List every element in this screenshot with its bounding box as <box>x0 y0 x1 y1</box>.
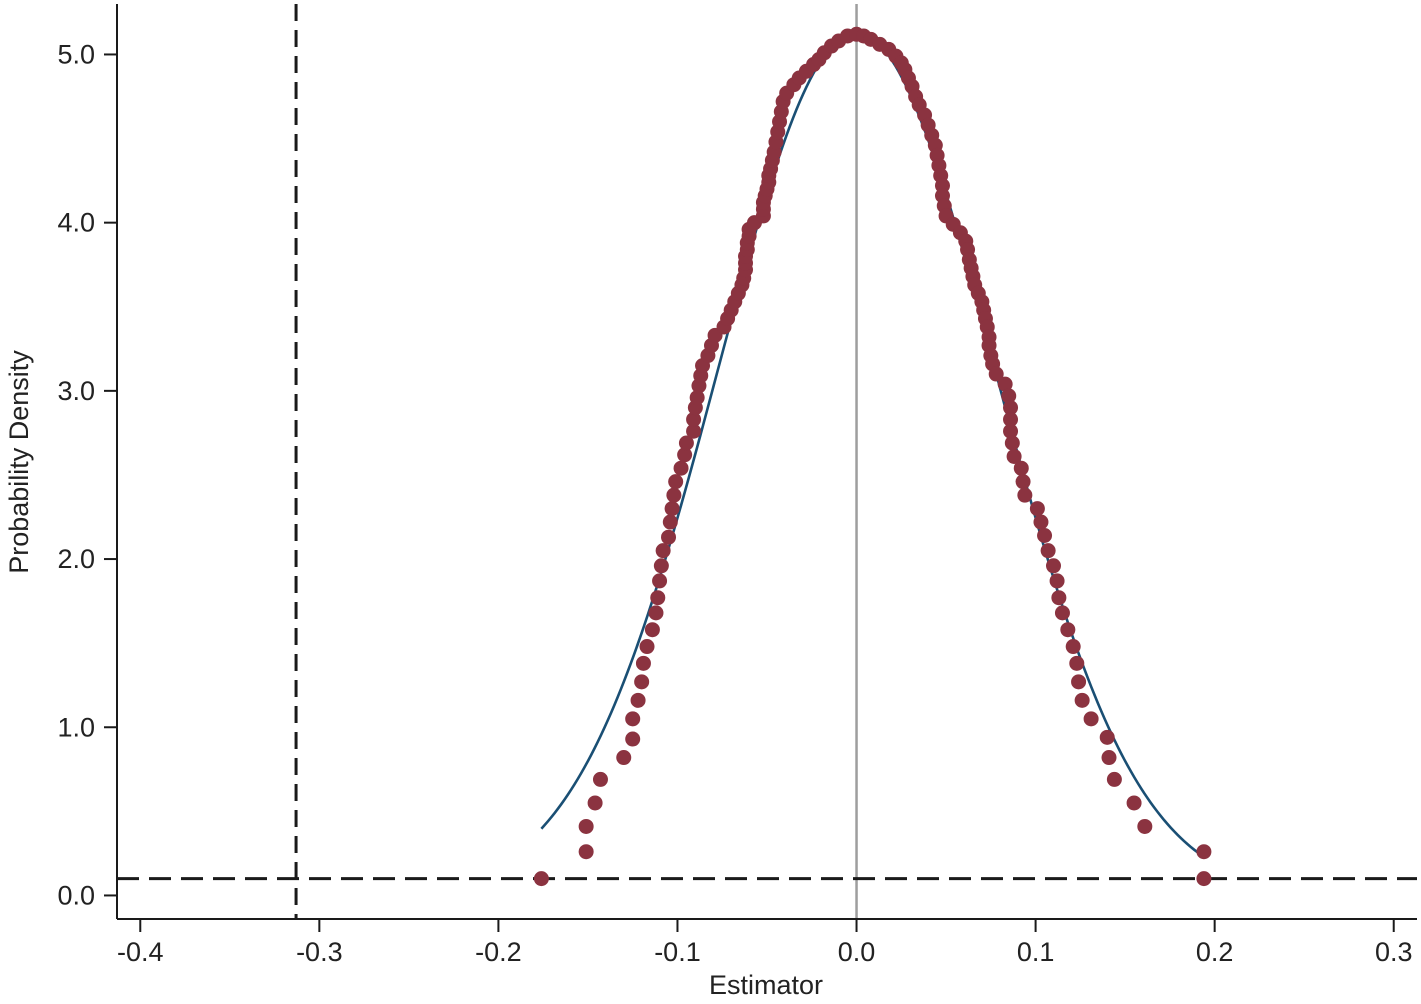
data-point <box>1004 435 1020 451</box>
data-point <box>578 844 594 860</box>
data-point <box>1015 474 1031 490</box>
data-point <box>1017 487 1033 503</box>
data-point <box>1001 388 1017 404</box>
data-point <box>988 366 1004 382</box>
data-point <box>1065 639 1081 655</box>
data-point <box>997 376 1013 392</box>
data-point <box>578 818 594 834</box>
data-point <box>664 501 680 517</box>
y-tick-label: 0.0 <box>57 880 95 910</box>
axes <box>116 4 1417 920</box>
data-point <box>625 731 641 747</box>
y-tick-label: 5.0 <box>57 39 95 69</box>
data-point <box>630 692 646 708</box>
data-point <box>1071 674 1087 690</box>
data-point <box>673 460 689 476</box>
x-tick-label: 0.1 <box>1017 937 1055 967</box>
y-axis-title: Probability Density <box>4 350 34 574</box>
data-point <box>650 590 666 606</box>
data-point <box>1137 818 1153 834</box>
data-point <box>1029 501 1045 517</box>
data-point <box>644 622 660 638</box>
data-point <box>686 423 702 439</box>
data-point <box>1060 622 1076 638</box>
x-axis-title: Estimator <box>709 970 823 1000</box>
data-point <box>1196 844 1212 860</box>
data-point <box>1099 729 1115 745</box>
data-point <box>1046 558 1062 574</box>
data-point <box>655 543 671 559</box>
data-point <box>1101 750 1117 766</box>
y-tick-label: 2.0 <box>57 544 95 574</box>
y-tick-label: 3.0 <box>57 376 95 406</box>
x-tick-label: 0.3 <box>1375 937 1413 967</box>
x-tick-label: 0.2 <box>1196 937 1234 967</box>
x-tick-label: -0.3 <box>296 937 343 967</box>
y-tick-label: 1.0 <box>57 712 95 742</box>
data-point <box>678 435 694 451</box>
data-point <box>1003 423 1019 439</box>
data-point <box>1054 605 1070 621</box>
data-point <box>1106 771 1122 787</box>
data-point <box>587 795 603 811</box>
data-point <box>1126 795 1142 811</box>
data-point <box>689 390 705 406</box>
data-point <box>677 447 693 463</box>
x-tick-label: 0.0 <box>838 937 876 967</box>
y-tick-label: 4.0 <box>57 208 95 238</box>
data-points-layer <box>533 26 1212 887</box>
data-point <box>1006 448 1022 464</box>
x-tick-label: -0.4 <box>117 937 164 967</box>
reference-lines <box>117 4 1417 919</box>
data-point <box>1196 871 1212 887</box>
data-point <box>653 558 669 574</box>
data-point <box>1049 573 1065 589</box>
data-point <box>666 487 682 503</box>
x-axis-ticks: -0.4 -0.3 -0.2 -0.1 0.0 0.1 0.2 0.3 <box>117 919 1412 967</box>
data-point <box>1037 528 1053 544</box>
data-point <box>1003 400 1019 416</box>
data-point <box>616 750 632 766</box>
data-point <box>661 529 677 545</box>
data-point <box>634 674 650 690</box>
data-point <box>1083 711 1099 727</box>
data-point <box>648 605 664 621</box>
data-point <box>1040 543 1056 559</box>
data-point <box>668 474 684 490</box>
data-point <box>1003 411 1019 427</box>
x-tick-label: -0.1 <box>654 937 701 967</box>
data-point <box>592 771 608 787</box>
data-point <box>1013 460 1029 476</box>
data-point <box>652 573 668 589</box>
data-point <box>662 514 678 530</box>
data-point <box>639 639 655 655</box>
data-point <box>1074 692 1090 708</box>
data-point <box>533 871 549 887</box>
x-tick-label: -0.2 <box>475 937 522 967</box>
data-point <box>686 411 702 427</box>
data-point <box>625 711 641 727</box>
y-axis-ticks: 0.0 1.0 2.0 3.0 4.0 5.0 <box>57 39 117 910</box>
data-point <box>635 655 651 671</box>
data-point <box>1051 590 1067 606</box>
data-point <box>1069 655 1085 671</box>
data-point <box>1033 514 1049 530</box>
